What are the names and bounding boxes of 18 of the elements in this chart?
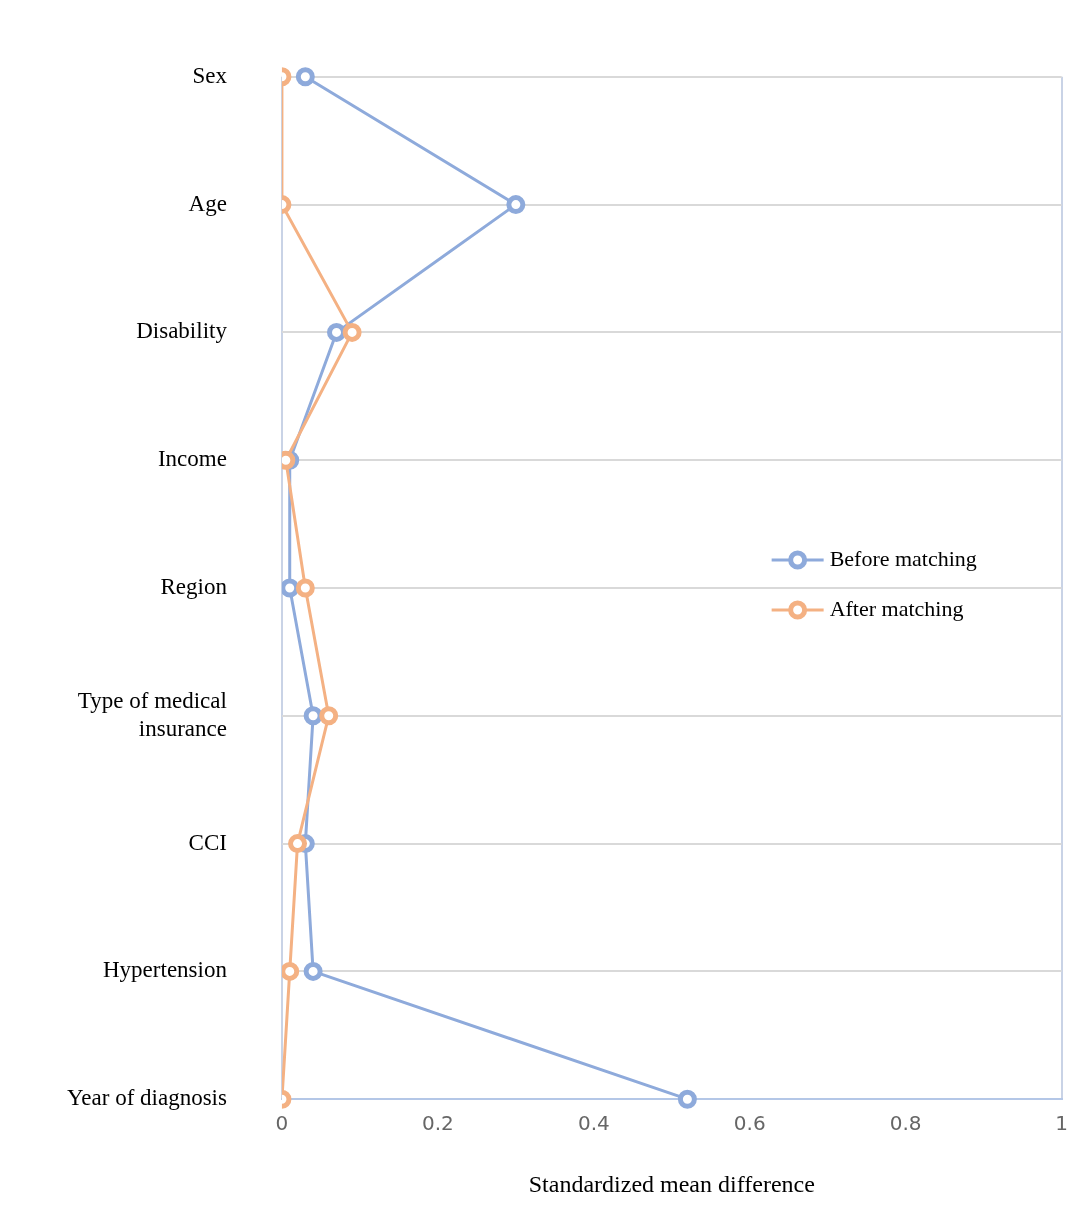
y-tick-label: Disability xyxy=(136,318,228,344)
y-tick-label: Type of medical insurance xyxy=(77,688,227,741)
y-tick-label: Sex xyxy=(192,62,228,88)
x-tick-label: 0.8 xyxy=(889,1111,922,1136)
x-tick-label: 0.6 xyxy=(733,1111,766,1136)
y-tick-label: Year of diagnosis xyxy=(67,1085,227,1111)
legend-label: Before matching xyxy=(829,545,977,571)
x-tick-label: 0.2 xyxy=(421,1111,454,1136)
y-tick-label: Income xyxy=(157,446,227,472)
y-tick-label: Hypertension xyxy=(103,957,228,983)
y-tick-label: Region xyxy=(160,574,228,600)
y-tick-label: Age xyxy=(188,190,227,216)
legend-label: After matching xyxy=(829,595,964,621)
y-tick-label: CCI xyxy=(188,829,227,855)
x-tick-label: 1 xyxy=(1055,1111,1068,1136)
x-tick-label: 0.4 xyxy=(577,1111,610,1136)
x-tick-label: 0 xyxy=(275,1111,289,1136)
x-axis-title: Standardized mean difference xyxy=(528,1170,815,1197)
